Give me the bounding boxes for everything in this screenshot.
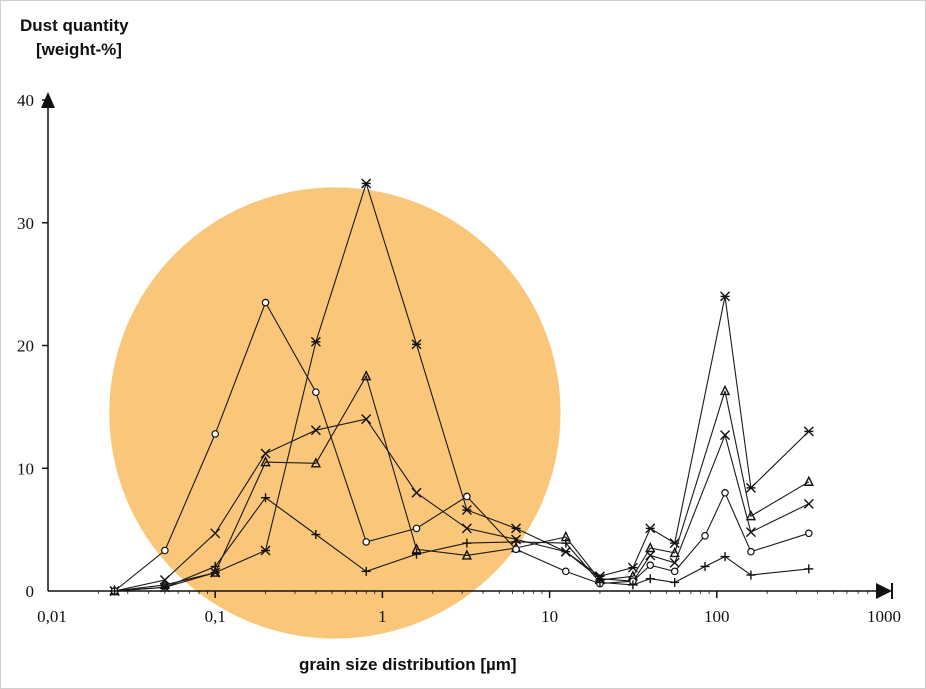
marker-circle: [562, 567, 570, 576]
series-line: [114, 496, 809, 592]
y-tick-label: 20: [17, 337, 34, 356]
series-plus: [110, 493, 814, 596]
y-axis-title-line-2: [weight-%]: [36, 40, 122, 59]
marker-triangle: [210, 566, 221, 577]
marker-triangle: [260, 456, 271, 467]
series-layer: [109, 178, 814, 596]
marker-circle: [412, 524, 421, 533]
marker-triangle: [310, 457, 321, 468]
marker-x: [411, 487, 422, 498]
marker-circle: [804, 529, 813, 538]
marker-x: [361, 414, 372, 425]
series-circle: [110, 298, 813, 595]
x-tick-label: 0,1: [205, 607, 226, 626]
marker-x: [260, 448, 271, 459]
marker-x: [159, 574, 170, 585]
marker-circle: [721, 488, 729, 497]
marker-triangle: [745, 510, 757, 521]
y-tick-label: 40: [17, 91, 34, 110]
marker-x: [310, 425, 321, 436]
axes-layer: 0,01 0,1 1 10 100 1000 0 10 20 30 40: [17, 91, 901, 626]
marker-x: [560, 546, 571, 557]
marker-circle: [161, 546, 169, 555]
marker-triangle: [361, 370, 372, 381]
marker-x: [645, 550, 656, 561]
x-tick-label: 10: [541, 607, 558, 626]
marker-x: [210, 528, 221, 539]
marker-circle: [211, 430, 220, 438]
marker-x: [803, 498, 814, 509]
x-tick-label: 1: [378, 607, 387, 626]
highlight-layer: [109, 187, 561, 639]
series-line: [114, 301, 809, 592]
x-tick-label: 100: [704, 607, 730, 626]
marker-x: [461, 523, 472, 534]
marker-circle: [670, 567, 679, 576]
y-axis-title-line-1: Dust quantity: [20, 16, 129, 35]
marker-circle: [312, 388, 320, 396]
highlight-circle: [109, 187, 561, 639]
y-tick-label: 0: [26, 582, 35, 601]
x-axis-title: grain size distribution [µm]: [299, 655, 517, 674]
marker-circle: [362, 538, 370, 546]
marker-circle: [646, 561, 655, 570]
y-tick-label: 30: [17, 214, 34, 233]
marker-circle: [261, 298, 270, 307]
marker-circle: [747, 547, 755, 556]
marker-x: [669, 557, 680, 568]
marker-triangle: [803, 475, 814, 486]
marker-circle: [701, 531, 709, 540]
x-tick-label: 1000: [867, 607, 901, 626]
marker-x: [720, 430, 731, 441]
marker-triangle: [669, 546, 680, 558]
x-tick-label: 0,01: [37, 607, 67, 626]
marker-circle: [512, 545, 520, 554]
marker-circle: [463, 492, 471, 501]
marker-triangle: [645, 541, 656, 553]
marker-triangle: [461, 549, 472, 560]
marker-x: [745, 527, 756, 538]
y-tick-label: 10: [17, 459, 34, 478]
marker-triangle: [719, 384, 731, 396]
x-axis-arrowhead: [876, 583, 892, 599]
